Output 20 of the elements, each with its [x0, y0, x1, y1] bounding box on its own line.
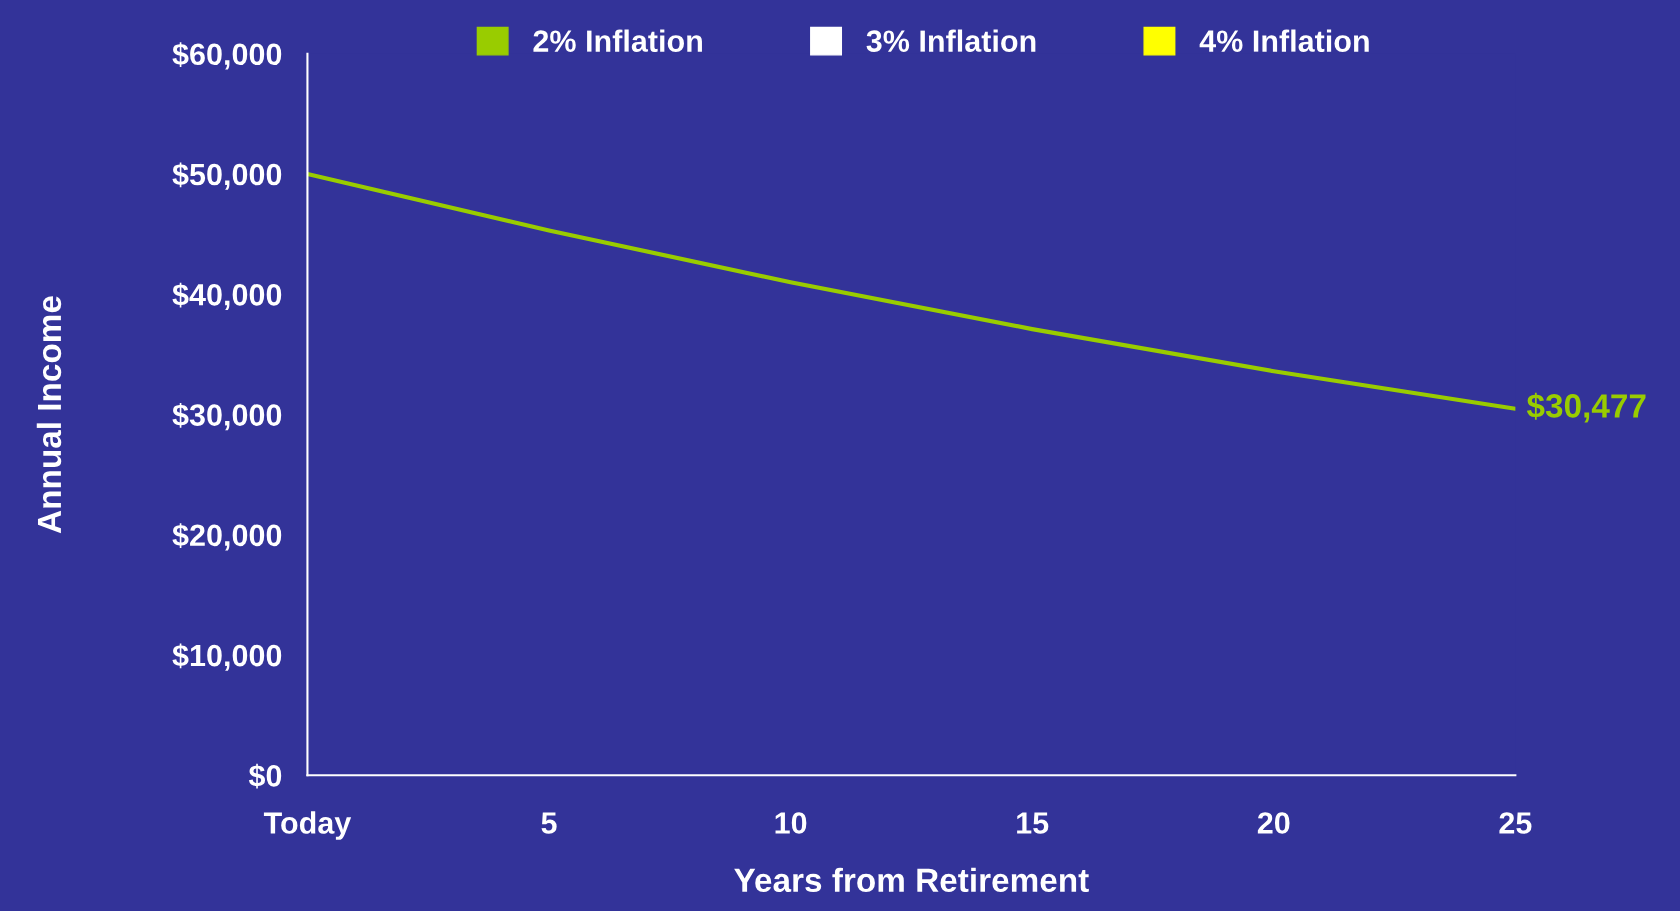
line-series — [307, 171, 1516, 411]
y-tick-label: $50,000 — [172, 162, 282, 190]
x-tick-label: 15 — [1017, 812, 1049, 834]
y-tick-label: $20,000 — [172, 523, 282, 551]
y-tick-label: $30,000 — [172, 402, 282, 431]
x-tick-label: 5 — [541, 812, 557, 834]
x-axis-title: Years from Retirement — [734, 867, 1089, 893]
x-tick-label: 10 — [775, 812, 807, 834]
y-tick-label: $40,000 — [172, 282, 282, 311]
legend-label: 2% Inflation — [533, 29, 702, 52]
legend-label: 4% Inflation — [1199, 29, 1369, 52]
y-axis-title: Annual Income — [36, 296, 62, 534]
x-tick-label: Today — [263, 811, 352, 840]
y-tick-label: $0 — [248, 763, 282, 789]
data-label: $30,477 — [1526, 392, 1646, 423]
x-tick-label: 20 — [1257, 812, 1290, 834]
y-tick-label: $60,000 — [172, 42, 282, 70]
x-tick-label: 25 — [1499, 812, 1532, 834]
legend-label: 3% Inflation — [866, 29, 1036, 52]
y-tick-label: $10,000 — [172, 643, 282, 671]
